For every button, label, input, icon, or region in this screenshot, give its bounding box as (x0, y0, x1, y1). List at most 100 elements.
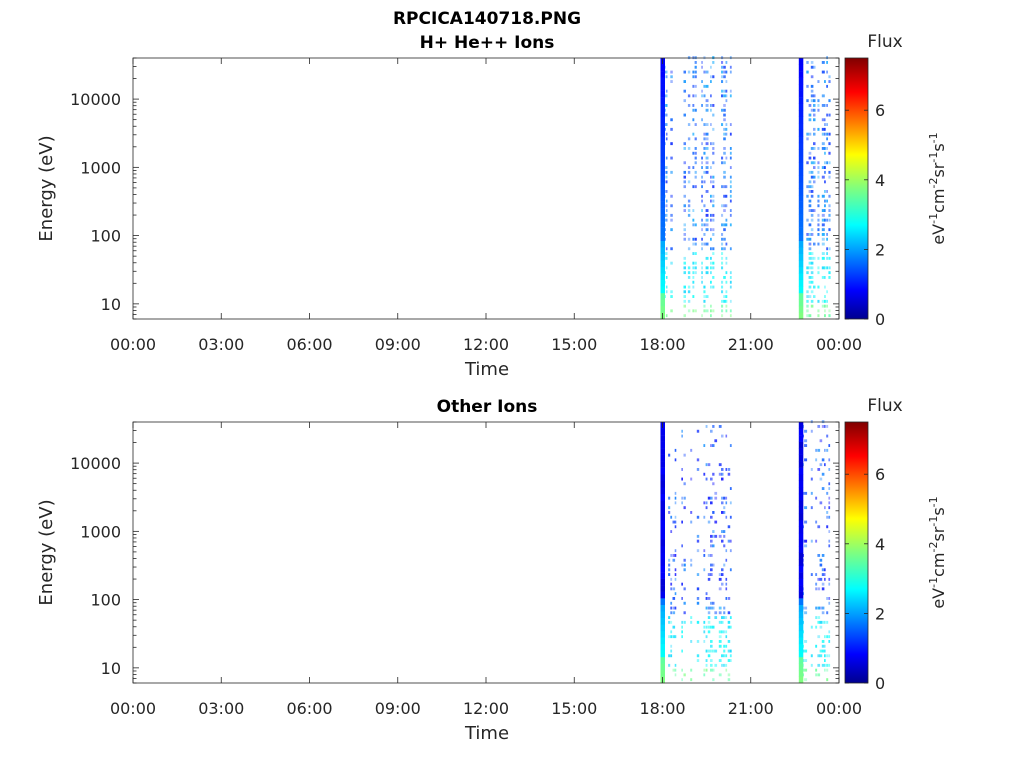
strong-flux-column (660, 182, 665, 189)
spectrogram-cell (824, 104, 826, 107)
spectrogram-cell (727, 625, 731, 629)
strong-flux-column (660, 500, 665, 508)
spectrogram-cell (821, 554, 825, 557)
spectrogram-cell (694, 61, 697, 64)
strong-flux-column (660, 201, 665, 209)
spectrogram-cell (718, 425, 722, 428)
spectrogram-cell (804, 491, 808, 495)
spectrogram-cell (826, 525, 829, 529)
spectrogram-cell (712, 261, 715, 265)
spectrogram-cell (665, 94, 668, 98)
spectrogram-cell (707, 630, 711, 634)
spectrogram-cell (687, 276, 691, 279)
spectrogram-cell (701, 185, 703, 189)
spectrogram-cell (813, 256, 816, 260)
spectrogram-cell (810, 654, 813, 658)
strong-flux-column (798, 663, 804, 671)
spectrogram-cell (703, 151, 706, 155)
spectrogram-cell (687, 247, 691, 251)
spectrogram-cell (703, 123, 706, 126)
spectrogram-cell (665, 256, 668, 260)
spectrogram-cell (705, 166, 709, 169)
spectrogram-cell (828, 266, 831, 270)
spectrogram-cell (687, 137, 691, 141)
spectrogram-cell (723, 70, 726, 74)
y-tick-label: 10 (101, 295, 121, 314)
spectrogram-cell (692, 252, 695, 255)
spectrogram-cell (817, 525, 821, 529)
strong-flux-column (660, 168, 665, 176)
spectrogram-cell (828, 506, 831, 510)
strong-flux-column (798, 624, 804, 632)
spectrogram-cell (826, 252, 828, 255)
spectrogram-cell (703, 137, 706, 141)
spectrogram-cell (674, 458, 677, 462)
strong-flux-column (660, 221, 665, 228)
spectrogram-cell (817, 161, 820, 165)
spectrogram-cell (813, 180, 816, 184)
spectrogram-cell (808, 180, 812, 184)
spectrogram-cell (683, 568, 686, 572)
strong-flux-column (798, 110, 804, 117)
spectrogram-cell (817, 166, 820, 169)
spectrogram-cell (729, 309, 732, 313)
spectrogram-cell (681, 434, 683, 438)
strong-flux-column (798, 428, 804, 436)
spectrogram-cell (710, 228, 712, 232)
spectrogram-cell (687, 147, 691, 150)
spectrogram-cell (824, 654, 826, 658)
spectrogram-cell (705, 659, 708, 662)
spectrogram-cell (824, 620, 826, 624)
spectrogram-cell (687, 209, 691, 212)
spectrogram-cell (810, 256, 814, 260)
spectrogram-cell (705, 501, 708, 505)
spectrogram-cell (721, 616, 724, 619)
spectrogram-cell (725, 587, 728, 591)
spectrogram-cell (813, 99, 816, 103)
spectrogram-cell (828, 228, 831, 232)
spectrogram-cell (723, 161, 726, 165)
spectrogram-cell (681, 668, 683, 672)
strong-flux-column (660, 454, 665, 462)
strong-flux-column (660, 637, 665, 645)
spectrogram-cell (723, 237, 726, 241)
spectrogram-cell (721, 468, 724, 471)
spectrogram-cell (718, 534, 722, 538)
spectrogram-cell (810, 190, 814, 193)
spectrogram-cell (729, 185, 732, 189)
spectrogram-cell (725, 123, 728, 126)
spectrogram-cell (705, 223, 709, 227)
spectrogram-cell (701, 166, 703, 169)
spectrogram-cell (817, 194, 820, 198)
spectrogram-cell (718, 463, 722, 467)
strong-flux-column (798, 155, 804, 163)
strong-flux-column (798, 273, 804, 281)
spectrogram-cell (712, 276, 715, 279)
spectrogram-cell (712, 544, 715, 548)
x-axis-label: Time (464, 359, 509, 380)
spectrogram-cell (826, 491, 829, 495)
strong-flux-column (798, 611, 804, 618)
spectrogram-cell (826, 104, 828, 107)
strong-flux-column (660, 149, 665, 157)
spectrogram-cell (723, 113, 726, 117)
spectrogram-cell (810, 299, 814, 303)
strong-flux-column (798, 90, 804, 98)
strong-flux-column (660, 299, 665, 307)
spectrogram-cell (723, 299, 726, 303)
strong-flux-column (660, 84, 665, 91)
strong-flux-column (798, 441, 804, 449)
spectrogram-cell (821, 237, 825, 241)
spectrogram-cell (665, 175, 668, 179)
spectrogram-cell (817, 285, 820, 289)
strong-flux-column (798, 64, 804, 72)
spectrogram-cell (810, 218, 814, 222)
spectrogram-cell (665, 170, 668, 174)
x-tick-label: 18:00 (639, 335, 685, 354)
spectrogram-cell (701, 94, 703, 98)
spectrogram-cell (718, 587, 722, 591)
spectrogram-cell (703, 673, 706, 677)
spectrogram-cell (808, 247, 812, 251)
spectrogram-cell (672, 597, 676, 600)
strong-flux-column (660, 123, 665, 131)
